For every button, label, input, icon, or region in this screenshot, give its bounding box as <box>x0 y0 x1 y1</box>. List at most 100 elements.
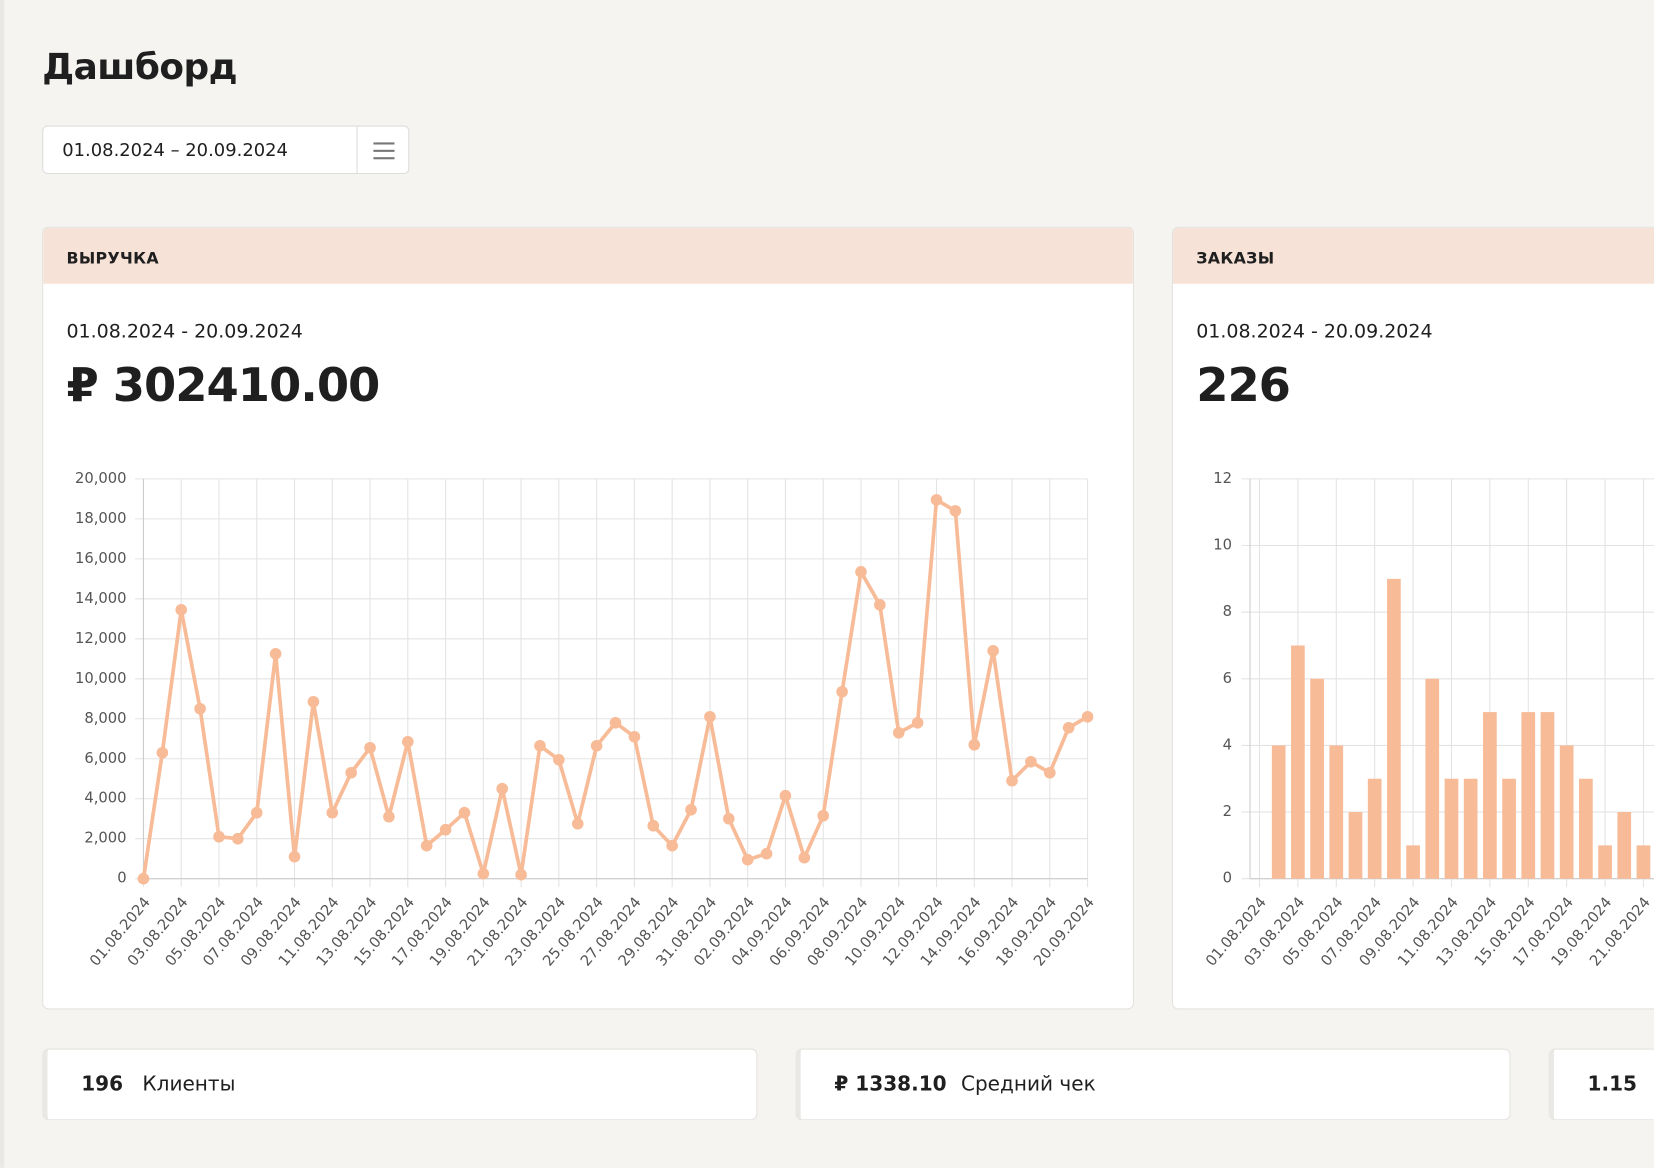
data-point <box>571 817 584 830</box>
bar <box>1406 845 1420 879</box>
data-point <box>987 645 999 657</box>
bar <box>1598 845 1612 879</box>
data-point <box>760 847 773 860</box>
y-tick-label: 2,000 <box>84 830 126 847</box>
date-range-text: 01.08.2024 – 20.09.2024 <box>62 140 288 162</box>
bar <box>1348 812 1363 879</box>
data-point <box>779 789 792 802</box>
menu-button[interactable] <box>356 126 409 173</box>
data-point <box>194 702 206 715</box>
bar <box>1271 745 1286 879</box>
y-tick-label: 2 <box>1223 803 1232 820</box>
card-title: ВЫРУЧКА <box>66 248 159 268</box>
data-point <box>326 806 339 819</box>
sidebar-edge <box>0 0 5 1168</box>
data-point <box>383 810 395 823</box>
y-tick-label: 16,000 <box>75 550 127 567</box>
bar <box>1329 745 1344 879</box>
y-tick-label: 4 <box>1223 736 1232 753</box>
date-range-input[interactable]: 01.08.2024 – 20.09.2024 <box>42 125 410 175</box>
data-point <box>836 685 848 698</box>
data-point <box>892 726 905 739</box>
bar <box>1540 712 1555 879</box>
data-point <box>666 839 678 852</box>
y-tick-label: 18,000 <box>75 510 127 527</box>
data-point <box>704 710 716 723</box>
card-title: ЗАКАЗЫ <box>1196 248 1275 268</box>
data-point <box>288 850 301 863</box>
data-point <box>590 739 603 752</box>
data-point <box>722 812 735 825</box>
data-point <box>1081 710 1094 723</box>
bar <box>1291 645 1305 879</box>
data-point <box>420 839 433 852</box>
line-series <box>141 498 1089 879</box>
card-period: 01.08.2024 - 20.09.2024 <box>66 320 303 343</box>
bar <box>1367 778 1382 879</box>
y-tick-label: 8 <box>1223 603 1232 620</box>
bar <box>1387 578 1401 879</box>
data-point <box>137 872 150 885</box>
data-point <box>798 851 811 864</box>
card-header: ВЫРУЧКА <box>43 227 1133 284</box>
bar <box>1310 678 1324 879</box>
bar <box>1425 678 1440 879</box>
stat-value: ₽ 1338.10 <box>834 1072 947 1096</box>
stat-label: Средний чек <box>960 1072 1096 1096</box>
bar <box>1502 778 1516 879</box>
data-point <box>307 695 320 708</box>
data-point <box>741 853 754 866</box>
data-point <box>647 819 660 832</box>
data-point <box>817 809 830 822</box>
y-tick-label: 0 <box>117 870 126 887</box>
data-point <box>477 867 490 880</box>
bar <box>1483 712 1497 879</box>
card-period: 01.08.2024 - 20.09.2024 <box>1196 320 1433 343</box>
bar <box>1463 778 1478 879</box>
stat-value: 1.15 <box>1587 1072 1638 1096</box>
bar <box>1521 712 1536 879</box>
stat-value: 196 <box>81 1072 124 1096</box>
bar <box>1444 778 1459 879</box>
y-tick-label: 6,000 <box>84 750 126 767</box>
data-point <box>911 716 924 729</box>
data-point <box>930 494 943 506</box>
y-tick-label: 10,000 <box>75 670 127 687</box>
data-point <box>496 782 509 795</box>
page-title: Дашборд <box>42 46 238 89</box>
data-point <box>874 599 886 611</box>
data-point <box>213 830 225 843</box>
data-point <box>1043 766 1056 779</box>
stat-label: Клиенты <box>142 1072 236 1096</box>
data-point <box>855 566 867 578</box>
stat-card: ₽ 1338.10 Средний чек <box>795 1048 1511 1121</box>
data-point <box>156 746 169 759</box>
y-tick-label: 4,000 <box>84 790 126 807</box>
card-value: ₽ 302410.00 <box>66 358 380 413</box>
bar <box>1617 812 1632 879</box>
data-point <box>553 753 565 766</box>
y-tick-label: 12,000 <box>75 630 127 647</box>
data-point <box>534 739 546 752</box>
card-header: ЗАКАЗЫ <box>1172 227 1654 284</box>
y-tick-label: 0 <box>1223 870 1232 887</box>
data-point <box>1062 721 1075 734</box>
y-tick-label: 6 <box>1223 670 1232 687</box>
data-point <box>402 735 414 748</box>
data-point <box>628 730 641 743</box>
data-point <box>232 832 244 845</box>
y-tick-label: 8,000 <box>84 710 126 727</box>
data-point <box>175 604 188 616</box>
card-value: 226 <box>1196 358 1291 413</box>
y-tick-label: 10 <box>1213 537 1232 554</box>
data-point <box>269 648 282 660</box>
data-point <box>968 738 981 751</box>
y-tick-label: 12 <box>1213 470 1232 487</box>
data-point <box>609 716 622 729</box>
bar <box>1579 778 1593 879</box>
data-point <box>949 505 962 517</box>
